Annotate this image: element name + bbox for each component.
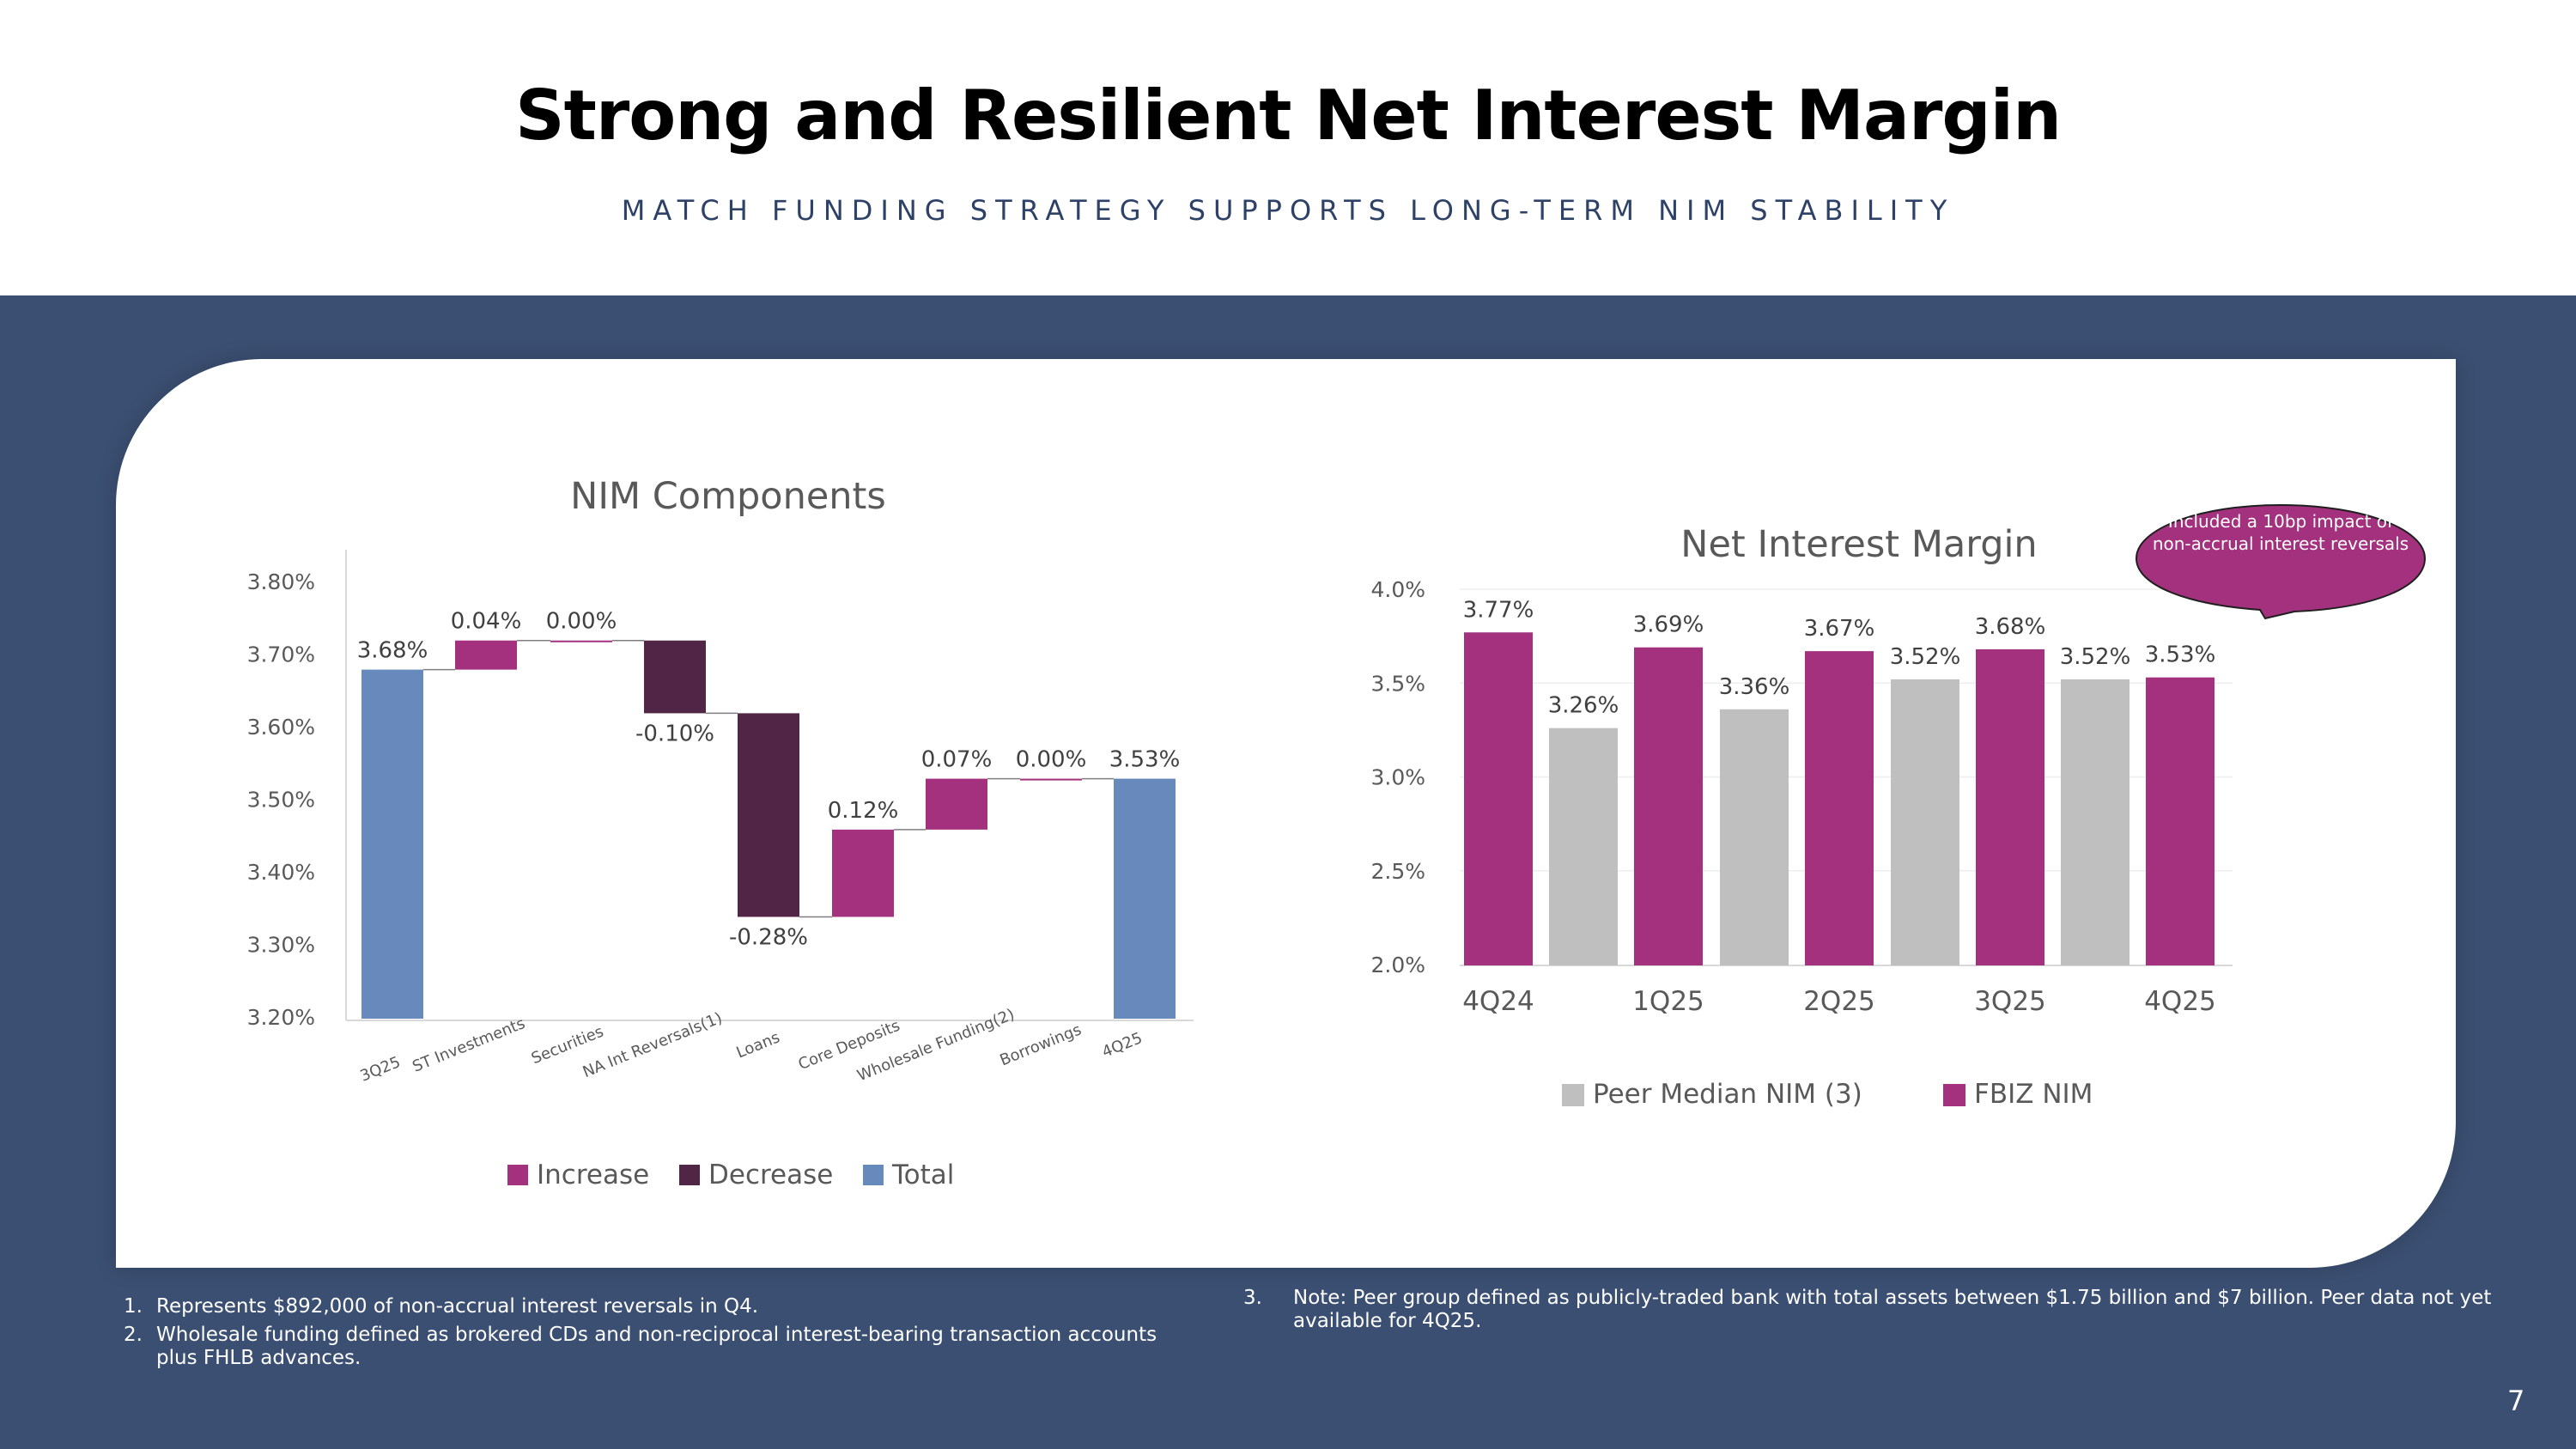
fbiz-nim-bar bbox=[1634, 647, 1703, 965]
footnote-number: 2. bbox=[124, 1324, 143, 1346]
category-label: 2Q25 bbox=[1803, 986, 1875, 1017]
category-label: Wholesale Funding(2) bbox=[854, 1006, 1017, 1086]
y-tick-label: 3.20% bbox=[247, 1005, 315, 1030]
peer-median-bar bbox=[1549, 728, 1618, 965]
category-label: 3Q25 bbox=[1974, 986, 2046, 1017]
y-tick-label: 2.5% bbox=[1370, 859, 1425, 884]
data-label: -0.10% bbox=[635, 721, 714, 746]
waterfall-bar bbox=[644, 640, 706, 714]
page-number: 7 bbox=[2507, 1385, 2525, 1417]
category-label: Loans bbox=[734, 1028, 783, 1062]
peer-median-bar bbox=[1720, 709, 1789, 965]
data-label: 0.12% bbox=[828, 798, 899, 824]
legend-swatch bbox=[1562, 1084, 1584, 1106]
data-label: 0.00% bbox=[546, 609, 617, 635]
waterfall-bar bbox=[361, 669, 423, 1019]
y-tick-label: 3.40% bbox=[247, 860, 315, 885]
waterfall-bar bbox=[926, 778, 987, 830]
category-label: ST Investments bbox=[410, 1014, 527, 1076]
data-label: 3.52% bbox=[2060, 644, 2131, 670]
callout-bubble bbox=[2135, 503, 2427, 620]
category-label: 4Q25 bbox=[2144, 986, 2216, 1017]
data-label: 0.04% bbox=[451, 609, 522, 635]
legend-swatch bbox=[507, 1165, 528, 1185]
footnote-1: 1. Represents $892,000 of non-accrual in… bbox=[120, 1295, 1185, 1318]
y-tick-label: 3.80% bbox=[247, 569, 315, 594]
y-tick-label: 2.0% bbox=[1370, 953, 1425, 977]
fbiz-nim-bar bbox=[1976, 648, 2044, 965]
waterfall-bar bbox=[832, 829, 894, 917]
legend-label: Decrease bbox=[708, 1160, 833, 1190]
legend-swatch bbox=[679, 1165, 700, 1185]
category-label: 4Q25 bbox=[1100, 1029, 1145, 1062]
footnote-3: 3. Note: Peer group defined as publicly-… bbox=[1243, 1287, 2506, 1333]
data-label: 0.00% bbox=[1016, 747, 1087, 773]
fbiz-nim-bar bbox=[2146, 677, 2215, 965]
legend-label: FBIZ NIM bbox=[1974, 1079, 2093, 1110]
data-label: 3.36% bbox=[1719, 674, 1790, 700]
data-label: 3.67% bbox=[1804, 616, 1875, 642]
waterfall-bar bbox=[455, 640, 517, 670]
legend-swatch bbox=[863, 1165, 884, 1185]
footnote-number: 3. bbox=[1243, 1287, 1262, 1309]
y-tick-label: 3.70% bbox=[247, 642, 315, 667]
data-label: -0.28% bbox=[729, 924, 808, 950]
callout-shape bbox=[2135, 503, 2427, 620]
chart-title-nim-components: NIM Components bbox=[570, 475, 886, 518]
category-label: 1Q25 bbox=[1632, 986, 1704, 1017]
data-label: 3.68% bbox=[357, 638, 428, 664]
fbiz-nim-bar bbox=[1805, 651, 1874, 965]
data-label: 3.53% bbox=[1109, 747, 1181, 773]
legend-label: Increase bbox=[537, 1160, 649, 1190]
footnotes-left: 1. Represents $892,000 of non-accrual in… bbox=[120, 1295, 1185, 1375]
callout-text: Included a 10bp impact of non-accrual in… bbox=[2152, 511, 2409, 554]
data-label: 3.77% bbox=[1463, 597, 1534, 623]
footnote-2: 2. Wholesale funding defined as brokered… bbox=[120, 1324, 1185, 1370]
page-subtitle: MATCH FUNDING STRATEGY SUPPORTS LONG-TER… bbox=[621, 194, 1955, 227]
page-title: Strong and Resilient Net Interest Margin bbox=[514, 76, 2062, 155]
data-label: 3.68% bbox=[1975, 614, 2046, 640]
legend-label: Total bbox=[891, 1160, 954, 1190]
footnotes-right: 3. Note: Peer group defined as publicly-… bbox=[1243, 1287, 2506, 1333]
footnote-text: Wholesale funding defined as brokered CD… bbox=[156, 1324, 1157, 1369]
chart-title-net-interest-margin: Net Interest Margin bbox=[1680, 523, 2037, 566]
y-tick-label: 3.5% bbox=[1370, 671, 1425, 696]
fbiz-nim-bar bbox=[1464, 632, 1533, 965]
legend-swatch bbox=[1943, 1084, 1965, 1106]
data-label: 3.53% bbox=[2145, 642, 2216, 668]
header: Strong and Resilient Net Interest Margin… bbox=[0, 0, 2576, 295]
footnote-number: 1. bbox=[124, 1295, 143, 1318]
waterfall-bar bbox=[550, 640, 612, 642]
legend-label: Peer Median NIM (3) bbox=[1593, 1079, 1862, 1110]
peer-median-bar bbox=[2061, 679, 2129, 965]
y-tick-label: 3.0% bbox=[1370, 765, 1425, 790]
y-tick-label: 3.30% bbox=[247, 933, 315, 958]
category-label: 4Q24 bbox=[1462, 986, 1534, 1017]
footnote-text: Note: Peer group defined as publicly-tra… bbox=[1293, 1287, 2492, 1332]
y-tick-label: 3.50% bbox=[247, 788, 315, 813]
data-label: 3.26% bbox=[1548, 693, 1619, 719]
y-tick-label: 3.60% bbox=[247, 715, 315, 740]
footnote-text: Represents $892,000 of non-accrual inter… bbox=[156, 1295, 759, 1318]
category-label: Borrowings bbox=[997, 1020, 1084, 1069]
y-tick-label: 4.0% bbox=[1370, 577, 1425, 602]
waterfall-bar bbox=[738, 713, 799, 917]
category-label: 3Q25 bbox=[358, 1053, 404, 1086]
peer-median-bar bbox=[1891, 679, 1959, 965]
data-label: 3.69% bbox=[1633, 612, 1704, 638]
data-label: 3.52% bbox=[1890, 644, 1961, 670]
waterfall-bar bbox=[1020, 778, 1082, 781]
waterfall-bar bbox=[1114, 778, 1176, 1019]
data-label: 0.07% bbox=[921, 747, 993, 773]
